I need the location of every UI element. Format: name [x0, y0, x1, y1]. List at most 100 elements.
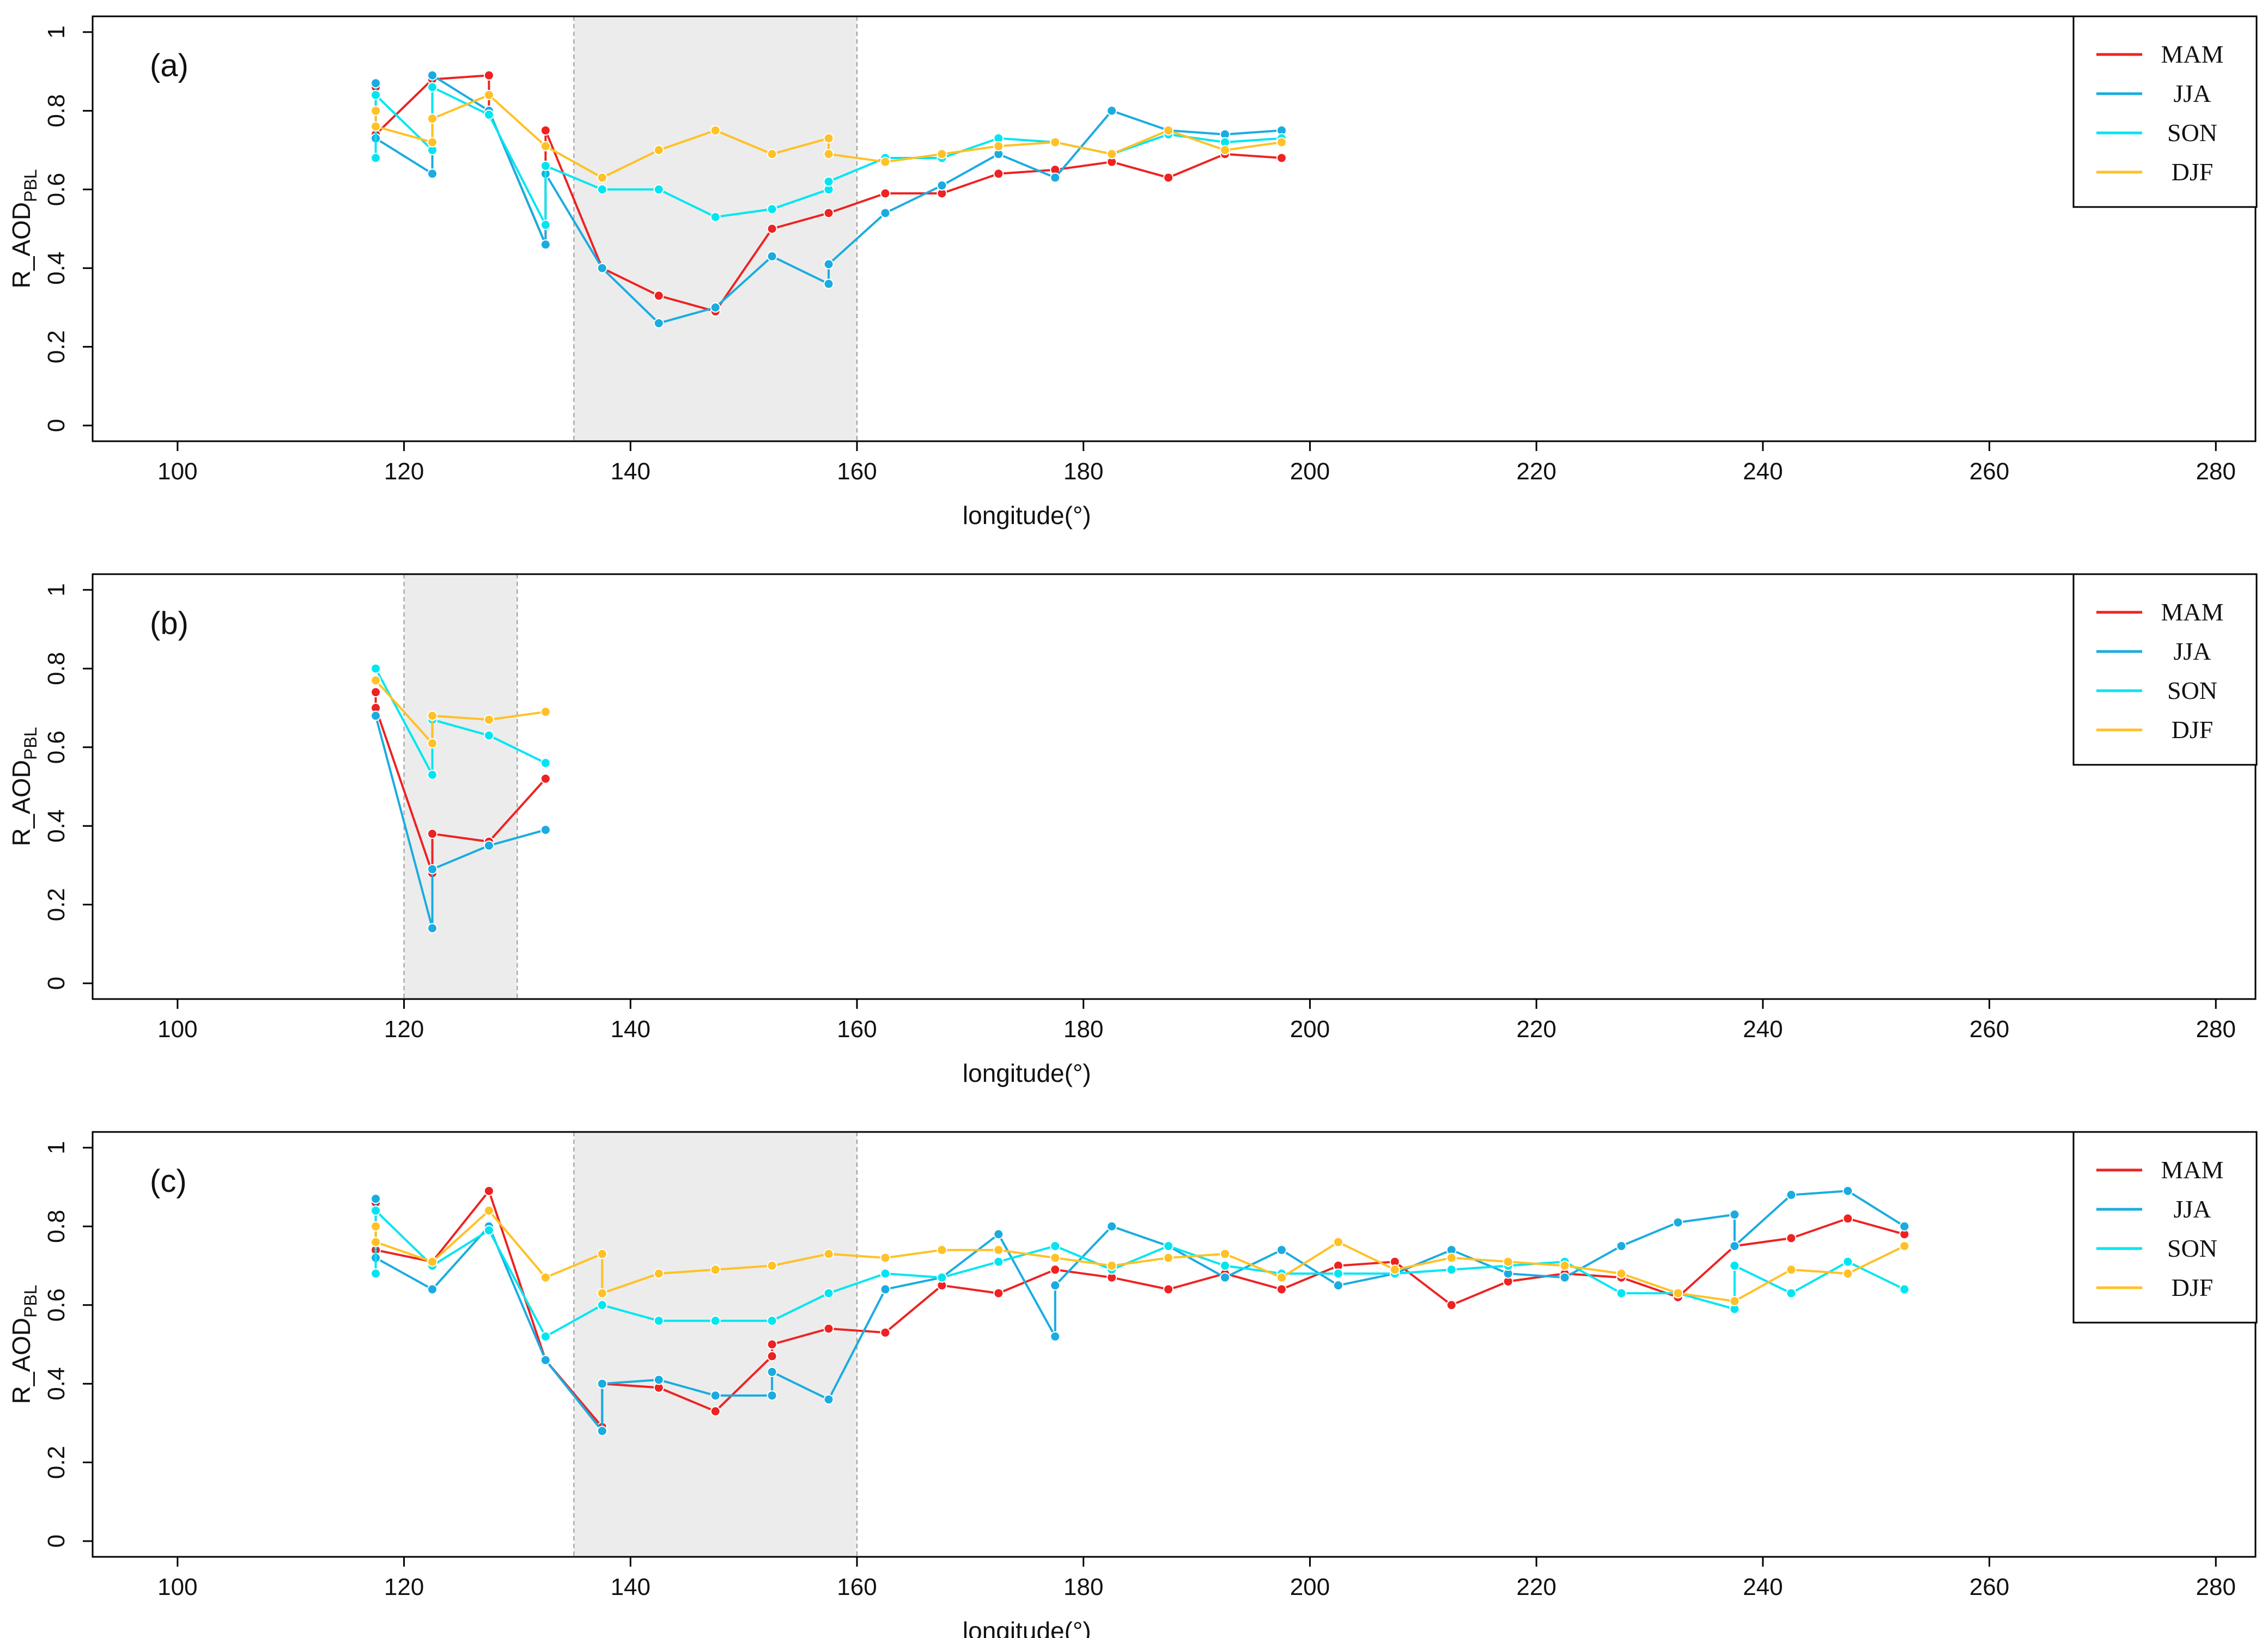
x-tick-label: 200 — [1290, 458, 1330, 485]
data-point — [880, 1284, 891, 1295]
data-point — [823, 1288, 834, 1299]
x-tick-label: 240 — [1743, 1016, 1783, 1043]
y-tick-label: 0.4 — [43, 252, 70, 285]
legend-box — [2072, 15, 2258, 208]
plot-frame — [92, 1131, 2257, 1558]
x-tick-label: 100 — [157, 1574, 197, 1600]
x-tick-label: 220 — [1516, 1574, 1556, 1600]
data-point — [540, 824, 551, 835]
y-tick-label: 0.8 — [43, 94, 70, 127]
data-point — [937, 180, 947, 191]
y-tick-label: 0.8 — [43, 1210, 70, 1243]
data-point — [1276, 1245, 1287, 1256]
data-point — [540, 707, 551, 717]
data-point — [937, 1245, 947, 1256]
data-point — [1899, 1221, 1910, 1232]
x-tick-label: 140 — [611, 1016, 650, 1043]
data-point — [710, 1390, 721, 1401]
x-tick-label: 200 — [1290, 1574, 1330, 1600]
data-point — [1786, 1190, 1797, 1201]
data-point — [540, 220, 551, 230]
data-point — [597, 1249, 607, 1259]
y-tick-label: 1 — [43, 1141, 70, 1154]
data-point — [427, 923, 438, 934]
data-point — [1333, 1280, 1343, 1291]
data-point — [1503, 1256, 1513, 1267]
data-point — [1786, 1288, 1797, 1299]
data-point — [653, 184, 664, 195]
x-axis-label: longitude(°) — [963, 1059, 1091, 1087]
data-point — [427, 70, 438, 81]
data-point — [767, 1351, 777, 1362]
legend-box — [2072, 573, 2258, 766]
data-point — [1106, 1261, 1117, 1271]
data-point — [597, 263, 607, 273]
data-point — [937, 1272, 947, 1283]
data-point — [1616, 1288, 1627, 1299]
x-axis-label: longitude(°) — [963, 501, 1091, 529]
x-tick-label: 120 — [384, 1574, 424, 1600]
series-mam — [370, 687, 551, 879]
data-point — [1163, 125, 1174, 136]
y-axis-label-subscript: PBL — [21, 727, 40, 760]
x-tick-label: 140 — [611, 458, 650, 485]
data-point — [1106, 1221, 1117, 1232]
data-point — [1276, 153, 1287, 163]
data-point — [1899, 1284, 1910, 1295]
data-point — [597, 1300, 607, 1311]
x-tick-label: 160 — [837, 458, 877, 485]
data-point — [710, 1316, 721, 1326]
x-tick-label: 240 — [1743, 1574, 1783, 1600]
data-point — [823, 259, 834, 270]
data-point — [483, 730, 494, 741]
legend-label-djf: DJF — [2172, 158, 2214, 186]
data-point — [1050, 1264, 1061, 1275]
data-point — [823, 1249, 834, 1259]
data-point — [427, 113, 438, 124]
data-point — [993, 141, 1004, 151]
series-djf — [370, 1205, 1910, 1307]
data-point — [1559, 1272, 1570, 1283]
data-point — [1050, 172, 1061, 183]
series-jja — [370, 710, 551, 934]
legend-label-mam: MAM — [2161, 40, 2223, 68]
data-point — [1843, 1185, 1853, 1196]
y-tick-label: 0.2 — [43, 330, 70, 363]
data-point — [993, 1288, 1004, 1299]
data-point — [540, 1331, 551, 1342]
data-point — [710, 211, 721, 222]
y-axis-label-main: R_AOD — [7, 760, 35, 846]
data-point — [370, 105, 381, 116]
data-point — [597, 1288, 607, 1299]
y-tick-label: 1 — [43, 26, 70, 39]
x-tick-label: 260 — [1969, 1016, 2009, 1043]
legend-label-mam: MAM — [2161, 598, 2223, 626]
data-point — [540, 160, 551, 171]
data-point — [1616, 1268, 1627, 1279]
data-point — [1050, 1280, 1061, 1291]
shaded-region — [574, 1132, 858, 1557]
series-line-djf — [374, 1209, 1905, 1302]
x-tick-label: 220 — [1516, 458, 1556, 485]
data-point — [1276, 1284, 1287, 1295]
x-tick-label: 240 — [1743, 458, 1783, 485]
data-point — [1843, 1256, 1853, 1267]
data-point — [427, 168, 438, 179]
data-point — [1559, 1261, 1570, 1271]
data-point — [483, 714, 494, 725]
data-point — [823, 278, 834, 289]
data-point — [993, 168, 1004, 179]
data-point — [597, 184, 607, 195]
legend: MAM JJA SON DJF — [2072, 573, 2258, 766]
data-point — [370, 1237, 381, 1247]
data-point — [767, 1367, 777, 1378]
data-point — [540, 1272, 551, 1283]
series-line-son — [374, 1209, 1905, 1338]
data-point — [710, 1264, 721, 1275]
data-point — [767, 251, 777, 262]
data-point — [710, 302, 721, 313]
data-point — [1163, 1284, 1174, 1295]
y-tick-label: 0.6 — [43, 1288, 70, 1322]
data-point — [1050, 1240, 1061, 1251]
data-point — [1673, 1288, 1683, 1299]
